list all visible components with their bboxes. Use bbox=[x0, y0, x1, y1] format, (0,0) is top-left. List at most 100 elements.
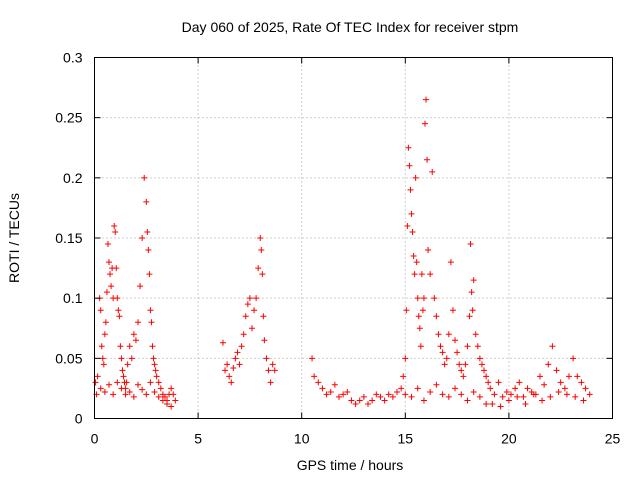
data-point bbox=[155, 379, 162, 386]
data-point bbox=[466, 313, 473, 320]
data-point bbox=[124, 361, 131, 368]
data-point bbox=[126, 343, 133, 350]
data-point bbox=[118, 385, 125, 392]
data-point bbox=[226, 373, 233, 380]
data-point bbox=[555, 389, 562, 396]
data-point bbox=[485, 379, 492, 386]
data-point bbox=[418, 271, 425, 278]
data-point bbox=[414, 385, 421, 392]
data-point bbox=[224, 361, 231, 368]
data-point bbox=[487, 385, 494, 392]
data-point bbox=[447, 259, 454, 266]
data-point bbox=[257, 235, 264, 241]
data-point bbox=[172, 397, 179, 404]
data-point bbox=[445, 331, 452, 338]
data-point bbox=[114, 379, 121, 386]
data-point bbox=[148, 319, 155, 326]
data-point bbox=[464, 397, 471, 404]
data-point bbox=[107, 271, 114, 278]
data-point bbox=[246, 295, 253, 302]
data-point bbox=[309, 355, 316, 362]
data-point bbox=[377, 393, 384, 400]
data-point bbox=[110, 391, 117, 398]
data-point bbox=[311, 373, 318, 380]
data-point bbox=[470, 277, 477, 284]
data-point bbox=[561, 385, 568, 392]
data-point bbox=[168, 385, 175, 392]
data-point bbox=[460, 373, 467, 380]
data-point bbox=[415, 313, 422, 320]
data-point bbox=[150, 355, 157, 362]
data-point bbox=[228, 379, 235, 386]
data-point bbox=[130, 331, 137, 338]
data-point bbox=[335, 393, 342, 400]
data-point bbox=[557, 379, 564, 386]
data-point bbox=[244, 301, 251, 308]
data-point bbox=[472, 331, 479, 338]
data-point bbox=[495, 379, 502, 386]
data-point bbox=[253, 295, 260, 302]
x-tick-label: 20 bbox=[501, 431, 517, 447]
data-point bbox=[572, 393, 579, 400]
data-point bbox=[259, 271, 266, 278]
data-point bbox=[344, 389, 351, 396]
data-point bbox=[478, 361, 485, 368]
data-point bbox=[352, 401, 359, 408]
y-tick-label: 0.25 bbox=[55, 110, 82, 126]
data-point bbox=[424, 156, 431, 163]
data-point bbox=[456, 361, 463, 368]
data-point bbox=[408, 210, 415, 217]
data-point bbox=[137, 283, 144, 290]
x-tick-label: 15 bbox=[398, 431, 414, 447]
data-point bbox=[427, 389, 434, 396]
data-point bbox=[570, 355, 577, 362]
data-point bbox=[236, 361, 243, 368]
data-point bbox=[427, 271, 434, 278]
data-point bbox=[499, 393, 506, 400]
data-point bbox=[135, 381, 142, 388]
data-point bbox=[403, 307, 410, 314]
data-point bbox=[565, 373, 572, 380]
y-tick-label: 0.05 bbox=[55, 350, 82, 366]
data-point bbox=[248, 325, 255, 332]
data-point bbox=[514, 393, 521, 400]
data-point bbox=[319, 385, 326, 392]
data-point bbox=[146, 271, 153, 278]
data-point bbox=[423, 96, 430, 103]
data-point bbox=[468, 289, 475, 296]
data-point bbox=[155, 393, 162, 400]
data-point bbox=[409, 228, 416, 235]
data-point bbox=[373, 391, 380, 398]
data-point bbox=[242, 313, 249, 320]
data-point bbox=[230, 364, 237, 371]
data-point bbox=[445, 393, 452, 400]
data-point bbox=[516, 379, 523, 386]
data-point bbox=[132, 337, 139, 344]
data-point bbox=[452, 385, 459, 392]
data-point bbox=[115, 307, 122, 314]
data-point bbox=[435, 331, 442, 338]
data-point bbox=[417, 343, 424, 350]
data-point bbox=[530, 391, 537, 398]
data-point bbox=[327, 389, 334, 396]
data-point bbox=[258, 247, 265, 254]
data-point bbox=[113, 265, 120, 272]
data-point bbox=[269, 361, 276, 368]
data-point bbox=[104, 241, 111, 248]
data-point bbox=[168, 403, 175, 410]
data-point bbox=[454, 349, 461, 356]
data-point bbox=[402, 391, 409, 398]
data-point bbox=[489, 401, 496, 408]
y-tick-label: 0.3 bbox=[63, 50, 83, 66]
data-point bbox=[123, 379, 130, 386]
data-point bbox=[497, 403, 504, 410]
data-point bbox=[92, 379, 99, 386]
data-point bbox=[431, 295, 438, 302]
data-point bbox=[108, 283, 115, 290]
data-point bbox=[117, 343, 124, 350]
data-point bbox=[549, 343, 556, 350]
data-point bbox=[240, 331, 247, 338]
data-point bbox=[149, 343, 156, 350]
data-point bbox=[505, 397, 512, 404]
data-point bbox=[437, 343, 444, 350]
